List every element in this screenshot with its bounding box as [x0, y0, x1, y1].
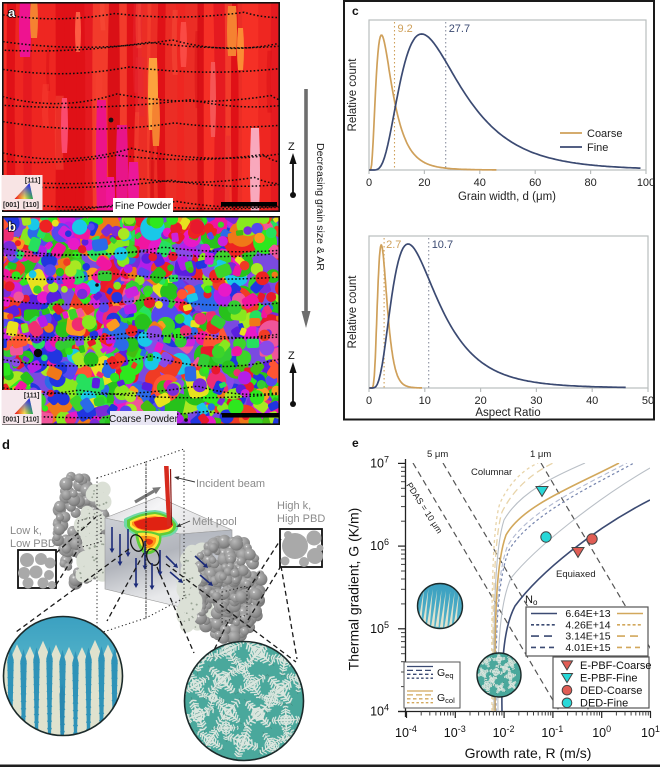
svg-text:[110]: [110]	[23, 202, 39, 209]
svg-text:80: 80	[584, 177, 596, 189]
svg-text:[111]: [111]	[25, 178, 41, 185]
svg-text:d: d	[2, 437, 10, 452]
svg-text:e: e	[352, 436, 359, 450]
svg-text:Growth rate, R (m/s): Growth rate, R (m/s)	[465, 745, 592, 761]
svg-text:Geq: Geq	[437, 667, 454, 680]
svg-text:DED-Fine: DED-Fine	[580, 698, 628, 710]
svg-text:10.7: 10.7	[432, 239, 453, 251]
svg-text:Relative count: Relative count	[347, 275, 359, 349]
svg-text:High PBD: High PBD	[277, 513, 325, 525]
svg-text:c: c	[352, 4, 359, 18]
svg-text:20: 20	[418, 177, 430, 189]
svg-text:Equiaxed: Equiaxed	[556, 569, 596, 580]
svg-text:1 μm: 1 μm	[530, 449, 551, 460]
svg-text:4.01E+15: 4.01E+15	[565, 642, 610, 654]
svg-text:b: b	[8, 219, 16, 234]
svg-text:0: 0	[366, 177, 372, 189]
svg-text:a: a	[8, 5, 16, 20]
svg-text:Thermal gradient, G (K/m): Thermal gradient, G (K/m)	[346, 508, 362, 671]
svg-text:27.7: 27.7	[449, 23, 470, 35]
svg-text:Melt pool: Melt pool	[192, 516, 237, 528]
svg-text:6.64E+13: 6.64E+13	[565, 608, 610, 620]
svg-text:Columnar: Columnar	[471, 467, 512, 478]
svg-text:30: 30	[530, 395, 542, 407]
svg-text:Grain width, d (μm): Grain width, d (μm)	[458, 191, 556, 203]
svg-text:Incident beam: Incident beam	[196, 478, 265, 490]
svg-text:No: No	[525, 594, 538, 607]
svg-text:100: 100	[637, 177, 655, 189]
svg-text:High k,: High k,	[277, 500, 311, 512]
svg-text:[110]: [110]	[23, 417, 39, 424]
svg-text:Fine Powder: Fine Powder	[115, 201, 172, 212]
svg-text:Low k,: Low k,	[10, 525, 42, 537]
svg-text:5 μm: 5 μm	[427, 449, 448, 460]
svg-text:[111]: [111]	[24, 393, 40, 400]
svg-text:0: 0	[366, 395, 372, 407]
svg-text:50: 50	[642, 395, 654, 407]
svg-text:Decreasing grain size & AR: Decreasing grain size & AR	[314, 143, 326, 271]
svg-text:4.26E+14: 4.26E+14	[565, 619, 610, 631]
svg-text:Fine: Fine	[587, 142, 608, 154]
svg-text:2.7: 2.7	[386, 239, 401, 251]
svg-text:Gcol: Gcol	[437, 692, 455, 705]
svg-text:9.2: 9.2	[398, 23, 413, 35]
svg-text:DED-Coarse: DED-Coarse	[580, 685, 642, 697]
svg-text:Z: Z	[288, 350, 295, 362]
svg-text:Coarse Powder: Coarse Powder	[109, 414, 179, 425]
svg-text:Aspect Ratio: Aspect Ratio	[475, 407, 540, 419]
svg-text:3.14E+15: 3.14E+15	[565, 631, 610, 643]
svg-text:Z: Z	[288, 141, 295, 153]
svg-text:10: 10	[419, 395, 431, 407]
svg-text:Relative count: Relative count	[347, 58, 359, 132]
svg-text:40: 40	[586, 395, 598, 407]
svg-text:40: 40	[474, 177, 486, 189]
svg-text:[001]: [001]	[3, 417, 19, 424]
svg-text:E-PBF-Coarse: E-PBF-Coarse	[580, 660, 652, 672]
svg-text:Low PBD: Low PBD	[10, 538, 56, 550]
svg-text:60: 60	[529, 177, 541, 189]
svg-text:E-PBF-Fine: E-PBF-Fine	[580, 672, 637, 684]
svg-text:Coarse: Coarse	[587, 128, 622, 140]
svg-text:[001]: [001]	[3, 202, 19, 209]
svg-text:20: 20	[474, 395, 486, 407]
